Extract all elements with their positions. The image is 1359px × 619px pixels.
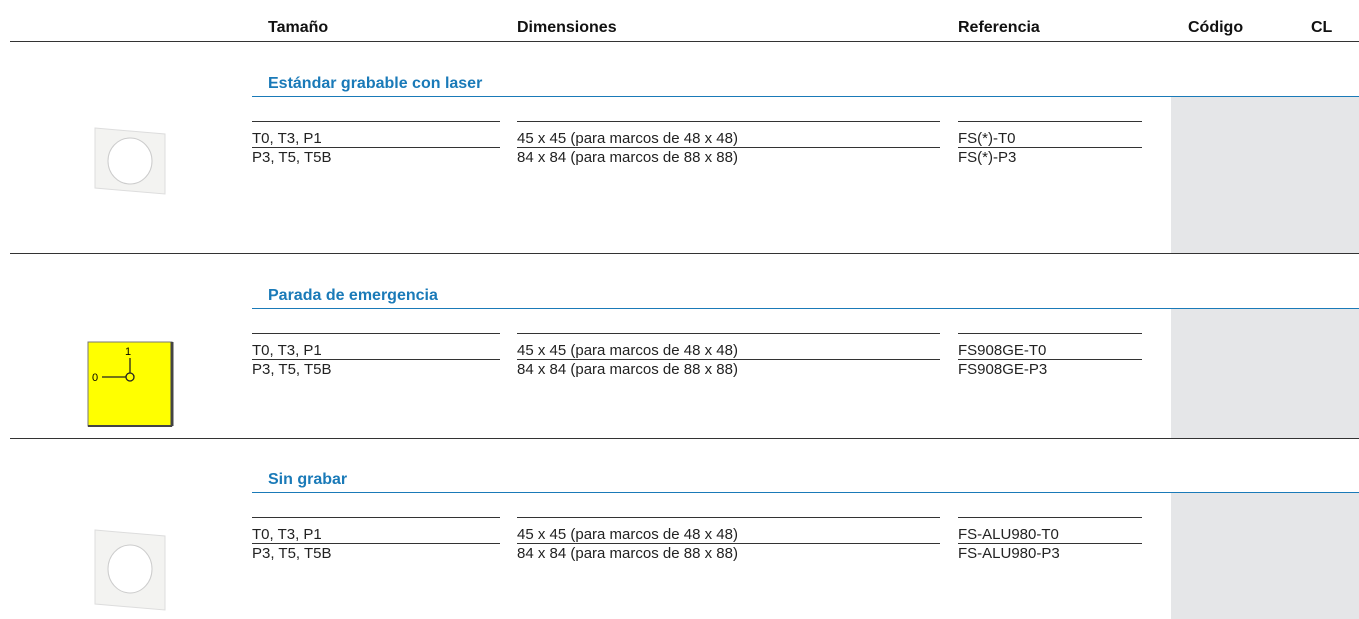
code-column-bg [1171, 309, 1359, 438]
row-rule [252, 543, 500, 544]
column-header: Código [1188, 19, 1244, 36]
row-rule [252, 359, 500, 360]
row-top-rule [958, 517, 1142, 518]
cell: FS908GE-P3 [958, 361, 1048, 378]
row-top-rule [252, 517, 500, 518]
row-rule [517, 543, 940, 544]
column-header: Tamaño [268, 19, 329, 36]
cell: 84 x 84 (para marcos de 88 x 88) [517, 149, 738, 166]
cell: P3, T5, T5B [252, 149, 332, 166]
emergency-plate-image: 1 0 [87, 341, 174, 427]
cell: T0, T3, P1 [252, 526, 322, 543]
cell: P3, T5, T5B [252, 361, 332, 378]
row-top-rule [252, 121, 500, 122]
cell: FS-ALU980-T0 [958, 526, 1059, 543]
section-separator [10, 253, 1359, 254]
symbol-label: 0 [92, 372, 98, 384]
code-column-bg [1171, 493, 1359, 619]
row-rule [958, 359, 1142, 360]
section-title: Parada de emergencia [268, 287, 438, 304]
cell: P3, T5, T5B [252, 545, 332, 562]
cell: FS908GE-T0 [958, 342, 1047, 359]
cell: FS(*)-P3 [958, 149, 1017, 166]
column-header: CL [1311, 19, 1333, 36]
section-title: Estándar grabable con laser [268, 75, 483, 92]
row-rule [252, 147, 500, 148]
code-column-bg [1171, 97, 1359, 253]
cell: 45 x 45 (para marcos de 48 x 48) [517, 342, 738, 359]
cell: T0, T3, P1 [252, 342, 322, 359]
cell: 45 x 45 (para marcos de 48 x 48) [517, 526, 738, 543]
column-header: Referencia [958, 19, 1040, 36]
row-top-rule [252, 333, 500, 334]
plate-image [94, 529, 166, 611]
row-top-rule [958, 121, 1142, 122]
symbol-label: 1 [125, 346, 131, 358]
cell: 84 x 84 (para marcos de 88 x 88) [517, 361, 738, 378]
row-top-rule [517, 121, 940, 122]
column-header: Dimensiones [517, 19, 617, 36]
header-rule [10, 41, 1359, 42]
row-rule [958, 147, 1142, 148]
plate-image [94, 127, 166, 195]
cell: 84 x 84 (para marcos de 88 x 88) [517, 545, 738, 562]
section-rule [252, 96, 1359, 97]
row-rule [958, 543, 1142, 544]
section-title: Sin grabar [268, 471, 348, 488]
cell: FS(*)-T0 [958, 130, 1016, 147]
row-rule [517, 147, 940, 148]
cell: FS-ALU980-P3 [958, 545, 1060, 562]
row-top-rule [517, 333, 940, 334]
section-rule [252, 308, 1359, 309]
row-top-rule [517, 517, 940, 518]
row-rule [517, 359, 940, 360]
cell: T0, T3, P1 [252, 130, 322, 147]
section-separator [10, 438, 1359, 439]
cell: 45 x 45 (para marcos de 48 x 48) [517, 130, 738, 147]
section-rule [252, 492, 1359, 493]
row-top-rule [958, 333, 1142, 334]
